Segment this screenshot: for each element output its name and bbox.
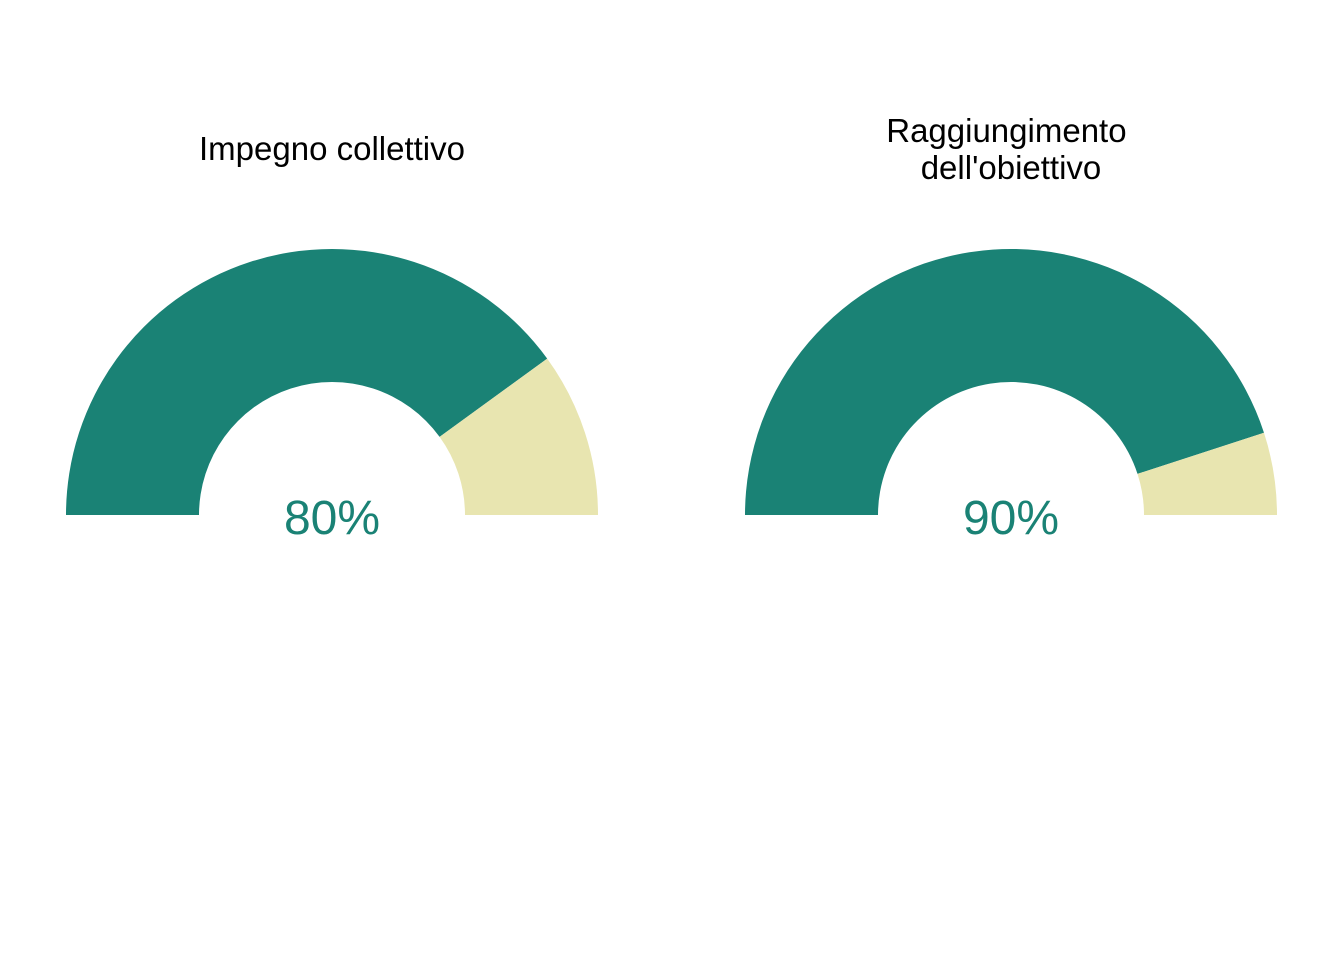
gauge-remainder-arc — [439, 358, 598, 515]
gauge-raggiungimento-obiettivo: Raggiungimento dell'obiettivo 90% — [745, 112, 1277, 545]
gauge-title-line: dell'obiettivo — [921, 149, 1102, 186]
gauge-value-label: 80% — [284, 492, 380, 545]
gauge-title: Impegno collettivo — [199, 130, 465, 167]
gauge-value-arc — [66, 248, 548, 516]
gauge-value-arc — [745, 248, 1264, 516]
gauge-title: Raggiungimento dell'obiettivo — [886, 112, 1136, 186]
gauge-remainder-arc — [1137, 432, 1277, 515]
gauge-value-label: 90% — [963, 492, 1059, 545]
gauge-impegno-collettivo: Impegno collettivo 80% — [66, 130, 598, 545]
gauge-title-line: Impegno collettivo — [199, 130, 465, 167]
gauge-title-line: Raggiungimento — [886, 112, 1126, 149]
